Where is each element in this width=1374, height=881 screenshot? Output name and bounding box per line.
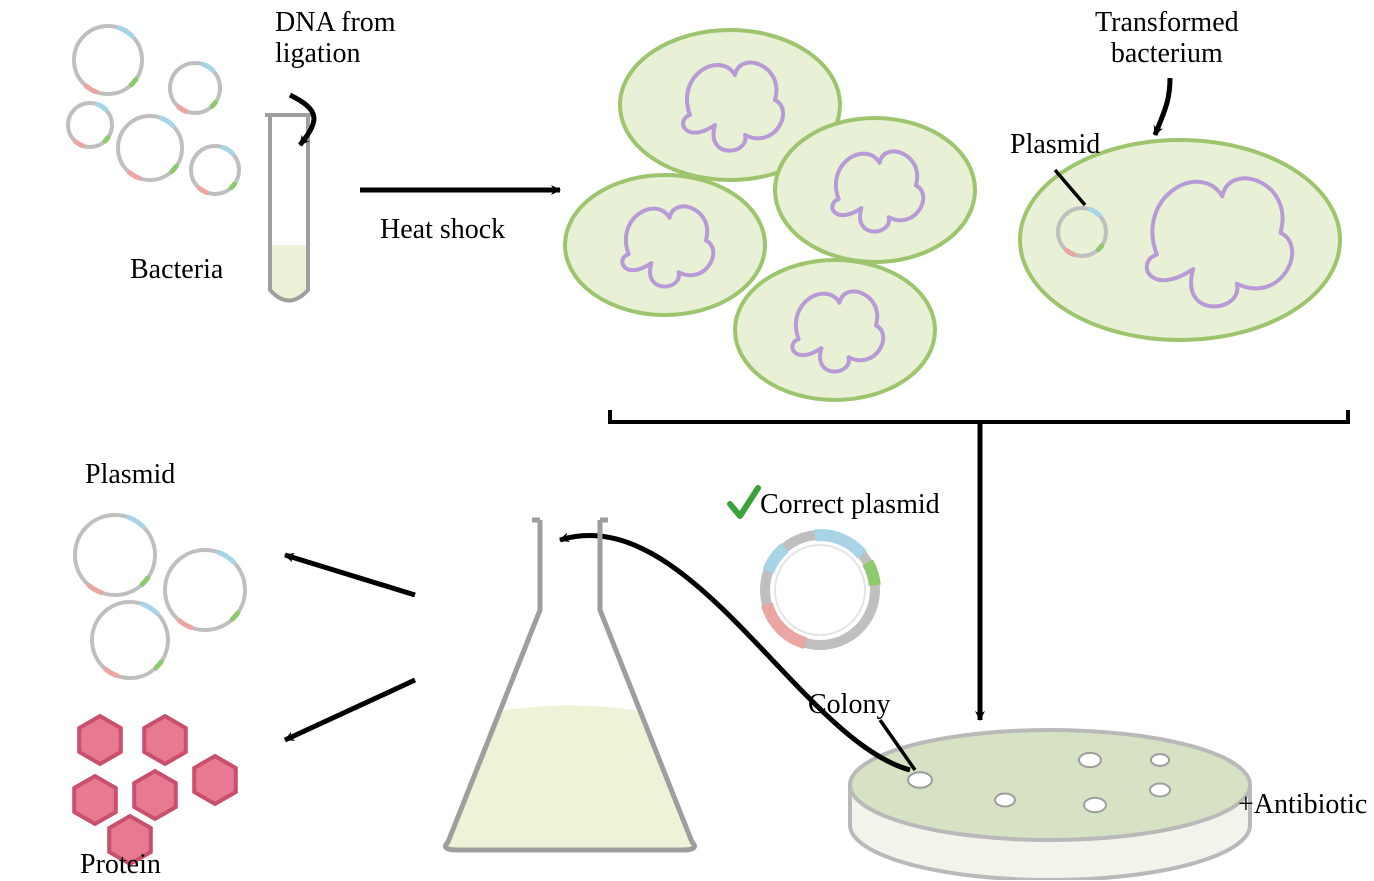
bacterium — [565, 175, 765, 315]
colony-dot — [1084, 798, 1106, 812]
label-correct-plasmid: Correct plasmid — [760, 490, 940, 521]
colony-dot — [1151, 754, 1169, 766]
test-tube — [265, 115, 313, 301]
plasmid-ring — [68, 103, 112, 147]
label-bacteria: Bacteria — [130, 255, 223, 286]
label-plasmid-top: Plasmid — [1010, 130, 1100, 161]
plasmid-ring — [191, 146, 239, 194]
colony-dot — [1150, 784, 1170, 797]
checkmark-icon — [730, 488, 758, 516]
plasmid-ring — [92, 602, 168, 678]
bracket — [610, 410, 1348, 422]
colony-dot — [995, 794, 1015, 807]
label-antibiotic: +Antibiotic — [1238, 790, 1367, 821]
diagram-canvas — [0, 0, 1374, 880]
plasmid-ring — [75, 515, 155, 595]
correct-plasmid — [765, 535, 875, 645]
colony-dot — [1079, 753, 1101, 767]
plasmid-ring — [170, 63, 220, 113]
label-dna-from-ligation: DNA from ligation — [275, 8, 396, 70]
petri-dish — [850, 730, 1250, 880]
flask — [446, 520, 695, 850]
plasmid-ring — [74, 26, 142, 94]
transformed-bacterium — [1020, 140, 1340, 340]
label-heat-shock: Heat shock — [380, 215, 505, 246]
protein-hexagon — [74, 776, 116, 824]
plasmid-ring — [118, 116, 182, 180]
arrow-flask-to-plasmid — [285, 555, 415, 595]
protein-hexagon — [79, 716, 121, 764]
arrow-dna-to-tube — [290, 95, 314, 145]
label-plasmid-left: Plasmid — [85, 460, 175, 491]
protein-hexagon — [194, 756, 236, 804]
colony-dot — [908, 772, 932, 788]
plasmid-ring — [165, 550, 245, 630]
bacterium — [775, 118, 975, 262]
label-transformed-bacterium: Transformed bacterium — [1095, 8, 1239, 70]
protein-hexagon — [144, 716, 186, 764]
protein-hexagon — [134, 771, 176, 819]
arrow-transformed-to-cell — [1155, 78, 1170, 135]
arrow-flask-to-protein — [285, 680, 415, 740]
label-protein: Protein — [80, 850, 161, 881]
label-colony: Colony — [808, 690, 890, 721]
bacterium — [735, 260, 935, 400]
